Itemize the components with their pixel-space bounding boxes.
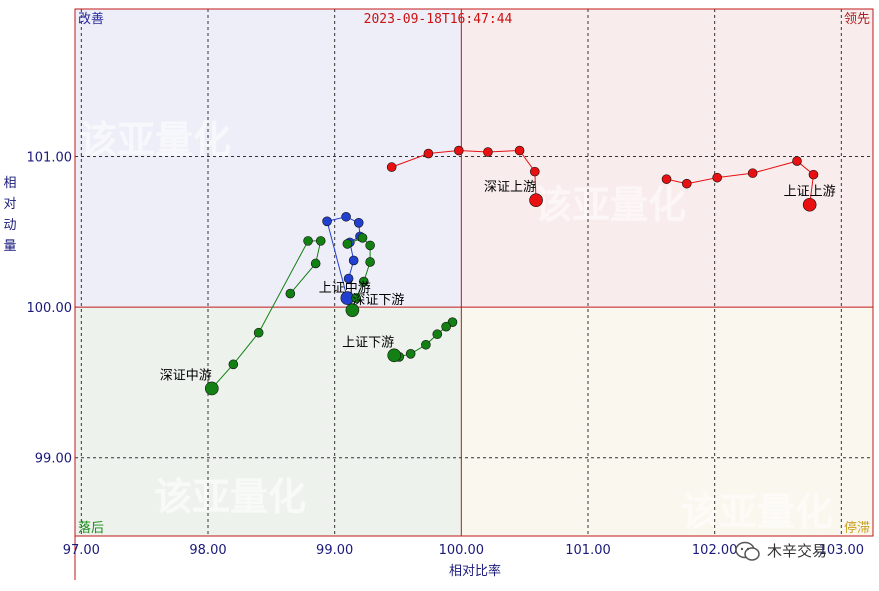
series-6-point-2 bbox=[441, 321, 451, 332]
quadrant-label-leading: 领先 bbox=[844, 12, 870, 27]
x-tick-label-101.00: 101.00 bbox=[565, 543, 611, 558]
series-6-point-5 bbox=[405, 349, 416, 359]
point-label-3: 上证中游 bbox=[319, 281, 371, 296]
series-1-point-6 bbox=[808, 169, 819, 180]
point-label-5: 深证下游 bbox=[352, 293, 404, 308]
timestamp: 2023-09-18T16:47:44 bbox=[364, 12, 513, 27]
point-label-4: 深证中游 bbox=[160, 368, 212, 383]
series-4-point-6 bbox=[228, 359, 239, 370]
series-2 bbox=[386, 145, 543, 208]
series-6-point-4 bbox=[421, 339, 431, 350]
series-6-point-3 bbox=[432, 329, 443, 340]
series-6-point-7 bbox=[387, 348, 402, 363]
wechat-icon bbox=[735, 541, 760, 561]
series-5-point-4 bbox=[365, 257, 375, 267]
series-layer bbox=[205, 145, 819, 396]
quadrant-leading-bg bbox=[461, 9, 873, 308]
watermark-4: 该亚量化 bbox=[681, 490, 833, 534]
series-5 bbox=[342, 233, 375, 317]
series-5-point-6 bbox=[351, 293, 362, 303]
series-2-point-7 bbox=[529, 193, 543, 208]
series-3-point-6 bbox=[341, 211, 351, 222]
series-4-point-1 bbox=[285, 288, 296, 299]
series-3-point-7 bbox=[322, 216, 332, 227]
watermark-1: 该亚量化 bbox=[79, 118, 231, 162]
watermark-2: 该亚量化 bbox=[534, 183, 686, 227]
point-label-6: 上证下游 bbox=[342, 335, 394, 350]
series-1 bbox=[661, 156, 819, 212]
quadrant-label-improving: 改善 bbox=[78, 11, 104, 27]
quadrant-improving-bg bbox=[75, 9, 462, 308]
series-2-point-6 bbox=[529, 166, 540, 177]
x-tick-label-102.00: 102.00 bbox=[692, 543, 738, 558]
plot-frame bbox=[74, 8, 874, 537]
series-2-point-5 bbox=[514, 145, 525, 156]
quadrant-backgrounds bbox=[75, 9, 873, 536]
y-tick-label-99.00: 99.00 bbox=[35, 452, 72, 467]
y-tick-label-100.00: 100.00 bbox=[27, 301, 73, 316]
series-2-point-3 bbox=[453, 145, 464, 156]
x-axis-title: 相对比率 bbox=[449, 563, 501, 579]
series-5-point-1 bbox=[342, 239, 353, 249]
series-2-point-4 bbox=[483, 147, 493, 157]
series-2-point-2 bbox=[423, 148, 434, 159]
x-tick-label-98.00: 98.00 bbox=[189, 543, 226, 558]
y-axis-title: 相对动量 bbox=[3, 176, 16, 254]
series-4-point-4 bbox=[303, 236, 313, 246]
series-4-point-5 bbox=[253, 327, 264, 338]
series-3-point-2 bbox=[348, 255, 359, 266]
series-1-point-3 bbox=[712, 172, 723, 183]
x-tick-label-100.00: 100.00 bbox=[439, 543, 485, 558]
series-5-point-7 bbox=[345, 303, 360, 317]
series-4-point-2 bbox=[310, 258, 321, 269]
series-1-point-5 bbox=[792, 156, 802, 166]
brand-text: 木辛交易 bbox=[767, 542, 827, 560]
axes: 97.00 98.00 99.00 100.00 101.00 102.00 103.00 9… bbox=[27, 151, 865, 558]
series-3-point-1 bbox=[343, 273, 354, 284]
point-label-1: 上证上游 bbox=[784, 185, 836, 200]
point-label-2: 深证上游 bbox=[484, 180, 536, 195]
series-6 bbox=[387, 317, 458, 363]
series-4-point-7 bbox=[205, 381, 219, 396]
quadrant-label-weakening: 停滞 bbox=[844, 520, 870, 536]
series-5-point-5 bbox=[358, 276, 369, 287]
series-1-point-1 bbox=[661, 174, 672, 184]
quadrant-lagging-bg bbox=[75, 307, 462, 536]
series-4-point-3 bbox=[315, 236, 326, 246]
quadrant-label-lagging: 落后 bbox=[78, 521, 104, 536]
series-3-point-5 bbox=[353, 218, 364, 228]
series-1-point-4 bbox=[747, 168, 758, 178]
watermark-3: 该亚量化 bbox=[154, 475, 306, 519]
x-tick-label-103.00: 103.00 bbox=[819, 543, 865, 558]
brand-mark: 木辛交易 bbox=[735, 541, 827, 561]
series-5-point-2 bbox=[357, 233, 368, 243]
series-5-point-3 bbox=[365, 240, 375, 251]
series-1-point-2 bbox=[681, 178, 692, 189]
series-1-point-7 bbox=[802, 197, 817, 212]
series-2-point-1 bbox=[386, 162, 397, 172]
x-tick-label-97.00: 97.00 bbox=[63, 543, 100, 558]
x-tick-label-99.00: 99.00 bbox=[316, 543, 353, 558]
series-4 bbox=[205, 236, 326, 396]
y-tick-label-101.00: 101.00 bbox=[27, 151, 73, 166]
quadrant-weakening-bg bbox=[461, 307, 873, 536]
